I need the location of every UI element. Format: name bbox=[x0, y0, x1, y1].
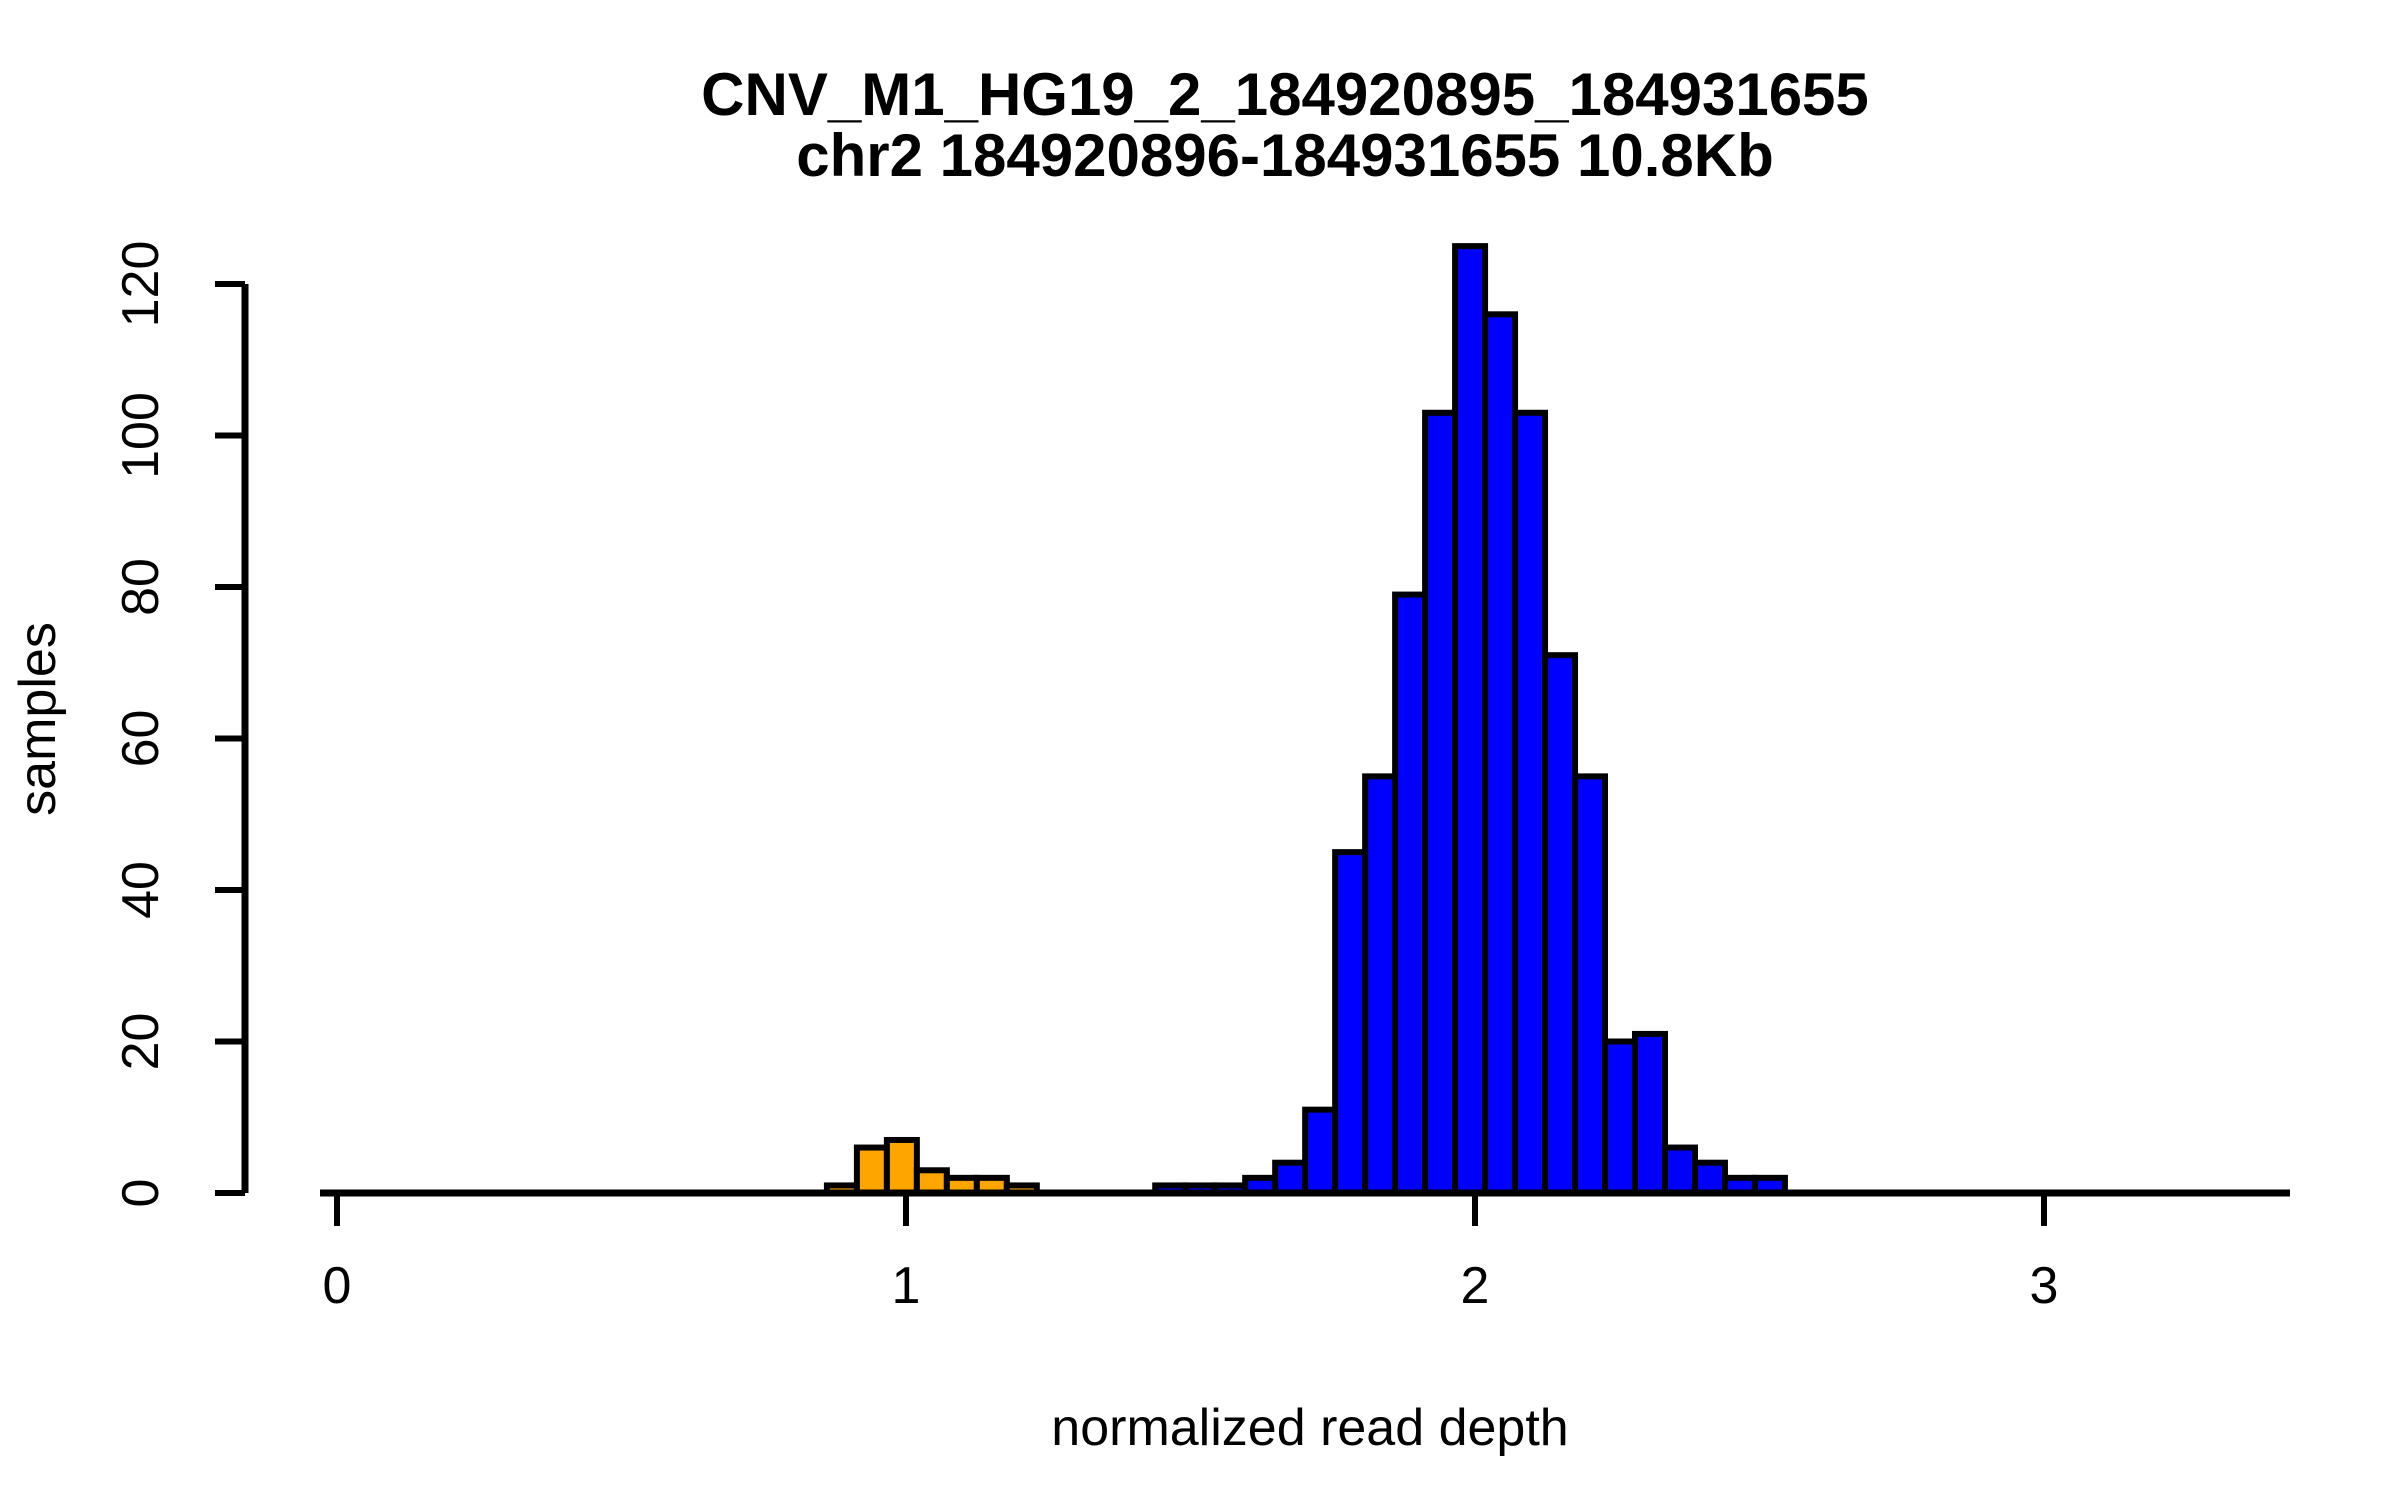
axes: 0 1 2 3 0 20 40 60 80 100 120 bbox=[112, 241, 2290, 1315]
y-tick-label: 100 bbox=[112, 392, 170, 479]
y-tick-label: 0 bbox=[112, 1179, 170, 1208]
histogram-bar-blue bbox=[1632, 1030, 1668, 1197]
histogram-bar-blue bbox=[1452, 243, 1489, 1196]
histogram-bar-blue bbox=[1362, 773, 1399, 1196]
histogram-bar-blue bbox=[1602, 1038, 1639, 1196]
histogram-bar-blue bbox=[1572, 773, 1609, 1196]
histogram-bar-blue bbox=[1302, 1106, 1339, 1197]
histogram-bar-blue bbox=[1661, 1144, 1698, 1197]
histogram-bar-blue bbox=[1332, 849, 1369, 1196]
histogram-bar-blue bbox=[1512, 409, 1549, 1196]
y-tick-label: 40 bbox=[112, 861, 170, 919]
histogram-bar-blue bbox=[1392, 591, 1429, 1196]
histogram-bar-orange bbox=[853, 1144, 890, 1197]
y-tick-label: 120 bbox=[112, 241, 170, 328]
histogram-bar-orange bbox=[883, 1136, 920, 1196]
plot-title-line1: CNV_M1_HG19_2_184920895_184931655 bbox=[701, 61, 1869, 128]
y-tick-label: 20 bbox=[112, 1013, 170, 1071]
x-tick-label: 2 bbox=[1461, 1257, 1490, 1315]
histogram-bar-blue bbox=[1691, 1159, 1728, 1196]
x-tick-label: 0 bbox=[323, 1257, 352, 1315]
x-tick-label: 3 bbox=[2030, 1257, 2059, 1315]
y-tick-label: 60 bbox=[112, 710, 170, 768]
histogram-bar-blue bbox=[1482, 311, 1519, 1196]
histogram-bar-blue bbox=[1422, 409, 1459, 1196]
x-axis-title: normalized read depth bbox=[1051, 1399, 1568, 1457]
y-axis-title: samples bbox=[9, 622, 67, 816]
y-tick-label: 80 bbox=[112, 558, 170, 616]
histogram-bars bbox=[823, 243, 1788, 1197]
plot-title-line2: chr2 184920896-184931655 10.8Kb bbox=[796, 122, 1773, 189]
histogram-bar-blue bbox=[1542, 652, 1579, 1196]
x-tick-label: 1 bbox=[892, 1257, 921, 1315]
histogram-bar-blue bbox=[1272, 1159, 1309, 1196]
